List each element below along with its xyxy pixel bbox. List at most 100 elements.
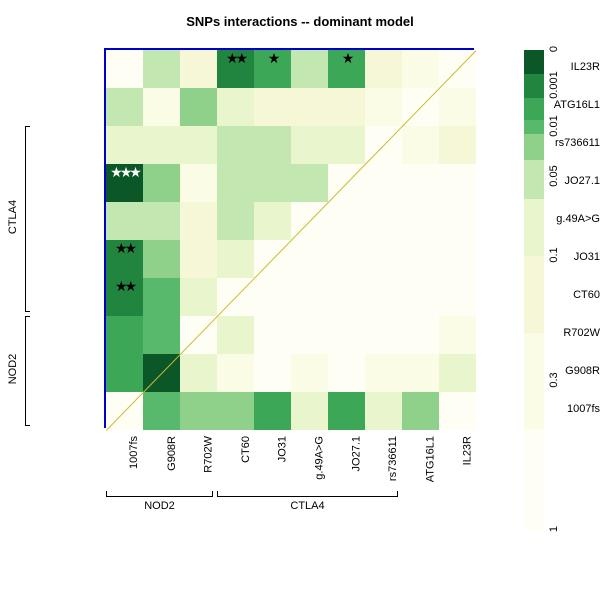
heatmap-cell <box>328 278 365 316</box>
heatmap-cell <box>402 278 439 316</box>
heatmap-cell <box>328 50 365 88</box>
x-group-bar <box>217 496 398 497</box>
heatmap-cell <box>328 202 365 240</box>
heatmap-cell <box>180 354 217 392</box>
heatmap-cell <box>254 278 291 316</box>
heatmap-cell <box>328 88 365 126</box>
heatmap-cell <box>365 278 402 316</box>
heatmap-cell <box>439 354 476 392</box>
heatmap-cell <box>328 392 365 430</box>
heatmap-cell <box>439 88 476 126</box>
heatmap-cell <box>402 164 439 202</box>
heatmap-cell <box>106 316 143 354</box>
legend-tick-label: 0.01 <box>548 106 560 146</box>
heatmap-cell <box>402 202 439 240</box>
x-axis-label: G908R <box>166 436 178 471</box>
heatmap-cell <box>143 392 180 430</box>
heatmap-cell <box>254 88 291 126</box>
heatmap-cell <box>291 316 328 354</box>
heatmap-cell <box>291 88 328 126</box>
legend-block <box>524 98 544 120</box>
x-axis-label: R702W <box>203 436 215 473</box>
heatmap-cell <box>106 202 143 240</box>
heatmap-cell <box>180 126 217 164</box>
heatmap-cell <box>402 126 439 164</box>
heatmap-cell <box>143 240 180 278</box>
heatmap-cell <box>402 316 439 354</box>
heatmap-cell <box>328 354 365 392</box>
color-legend: 00.0010.010.050.10.31 <box>524 50 544 530</box>
x-axis-label: 1007fs <box>129 436 141 469</box>
heatmap-cell <box>143 126 180 164</box>
heatmap-cell <box>106 278 143 316</box>
heatmap-cell <box>439 392 476 430</box>
heatmap-cell <box>365 316 402 354</box>
heatmap-plot: ★★★★★★★★★★★ <box>104 48 474 428</box>
legend-block <box>524 160 544 198</box>
heatmap-cell <box>439 202 476 240</box>
legend-tick-label: 0.05 <box>548 156 560 196</box>
x-axis-label: JO31 <box>277 436 289 462</box>
heatmap-cell <box>217 240 254 278</box>
heatmap-cell <box>180 278 217 316</box>
heatmap-cell <box>439 240 476 278</box>
heatmap-cell <box>254 316 291 354</box>
x-axis-label: ATG16L1 <box>425 436 437 482</box>
heatmap-cell <box>217 316 254 354</box>
heatmap-cell <box>180 88 217 126</box>
heatmap-cell <box>291 126 328 164</box>
heatmap-cell <box>402 354 439 392</box>
y-axis-label: 1007fs <box>506 403 600 415</box>
heatmap-cell <box>143 88 180 126</box>
heatmap-cell <box>143 164 180 202</box>
y-group-label: NOD2 <box>7 339 19 399</box>
heatmap-cell <box>402 392 439 430</box>
heatmap-cell <box>291 50 328 88</box>
heatmap-cell <box>365 202 402 240</box>
legend-tick-label: 1 <box>548 509 560 549</box>
heatmap-cell <box>180 164 217 202</box>
x-group-bar <box>106 496 213 497</box>
x-group-label: CTLA4 <box>217 500 398 512</box>
heatmap-cell <box>328 240 365 278</box>
legend-tick-label: 0.001 <box>548 65 560 105</box>
heatmap-cell <box>180 50 217 88</box>
heatmap-cell <box>365 240 402 278</box>
heatmap-cell <box>291 392 328 430</box>
y-group-bar <box>25 126 26 312</box>
y-group-label: CTLA4 <box>7 187 19 247</box>
heatmap-cell <box>217 50 254 88</box>
heatmap-cell <box>180 392 217 430</box>
legend-block <box>524 134 544 160</box>
heatmap-cell <box>106 88 143 126</box>
heatmap-cell <box>439 278 476 316</box>
heatmap-cell <box>106 164 143 202</box>
chart-title: SNPs interactions -- dominant model <box>0 14 600 29</box>
heatmap-cell <box>106 50 143 88</box>
heatmap-cell <box>254 392 291 430</box>
x-axis-label: JO27.1 <box>351 436 363 471</box>
heatmap-cell <box>106 240 143 278</box>
heatmap-cell <box>254 354 291 392</box>
heatmap-cell <box>365 354 402 392</box>
x-group-label: NOD2 <box>106 500 213 512</box>
heatmap-cell <box>217 354 254 392</box>
legend-block <box>524 429 544 530</box>
x-axis-label: g.49A>G <box>314 436 326 480</box>
x-axis-label: rs736611 <box>388 436 400 481</box>
legend-block <box>524 120 544 134</box>
heatmap-cell <box>217 88 254 126</box>
heatmap-cell <box>180 202 217 240</box>
heatmap-cell <box>328 126 365 164</box>
heatmap-cell <box>291 164 328 202</box>
heatmap-cell <box>439 316 476 354</box>
legend-block <box>524 256 544 333</box>
heatmap-cell <box>365 164 402 202</box>
heatmap-cell <box>328 316 365 354</box>
y-axis-label: R702W <box>506 327 600 339</box>
heatmap-cell <box>217 392 254 430</box>
heatmap-cell <box>291 278 328 316</box>
y-axis-label: g.49A>G <box>506 213 600 225</box>
heatmap-cell <box>254 50 291 88</box>
heatmap-cell <box>143 202 180 240</box>
